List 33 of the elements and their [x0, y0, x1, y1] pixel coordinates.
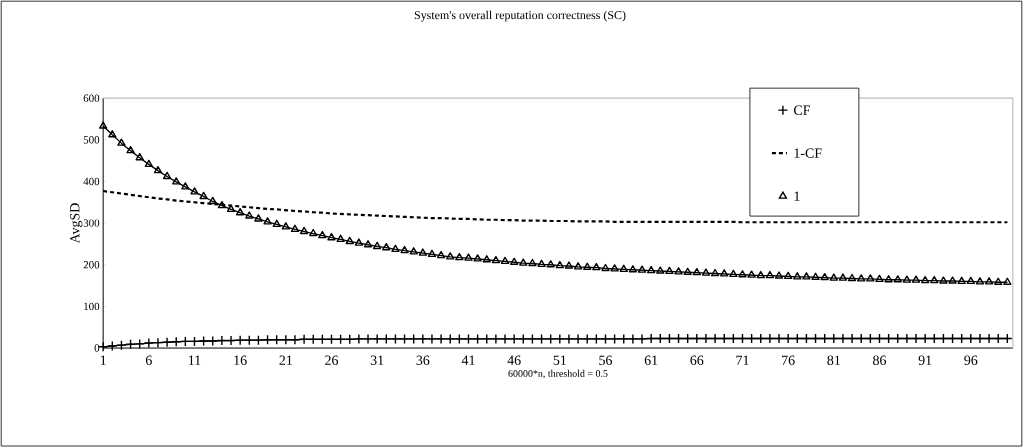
- y-axis-title: AvgSD: [70, 203, 83, 244]
- legend-label: 1: [794, 191, 800, 201]
- x-tick-label: 41: [461, 355, 475, 365]
- x-tick-label: 86: [873, 355, 887, 365]
- x-tick-label: 76: [782, 355, 795, 365]
- legend-label: 1-CF: [794, 148, 822, 158]
- x-tick-label: 91: [918, 355, 932, 365]
- x-tick-label: 31: [370, 355, 384, 365]
- y-tick-label: 500: [83, 136, 100, 144]
- x-tick-label: 46: [507, 355, 521, 365]
- x-axis-title: 60000*n, threshold = 0.5: [508, 369, 608, 379]
- x-tick-label: 56: [599, 355, 613, 365]
- x-tick-label: 21: [279, 355, 292, 365]
- x-tick-label: 81: [827, 355, 840, 365]
- y-tick-label: 300: [83, 219, 100, 227]
- y-tick-label: 600: [83, 94, 100, 102]
- x-tick-label: 36: [416, 355, 430, 365]
- x-tick-label: 96: [964, 355, 978, 365]
- x-tick-label: 61: [644, 355, 658, 365]
- x-tick-label: 6: [145, 355, 152, 365]
- y-tick-label: 100: [84, 302, 100, 310]
- chart-title: System's overall reputation correctness (SC): [414, 10, 626, 22]
- y-tick-label: 400: [83, 177, 100, 186]
- x-tick-label: 26: [325, 355, 339, 365]
- y-tick-label: 200: [83, 260, 100, 269]
- x-tick-label: 51: [553, 355, 566, 365]
- x-tick-label: 11: [189, 355, 201, 365]
- x-tick-label: 66: [690, 355, 704, 365]
- y-tick-label: 0: [94, 344, 100, 352]
- x-tick-label: 1: [100, 355, 106, 365]
- x-tick-label: 71: [736, 355, 749, 365]
- legend-label: CF: [793, 105, 810, 115]
- x-tick-label: 16: [234, 355, 247, 365]
